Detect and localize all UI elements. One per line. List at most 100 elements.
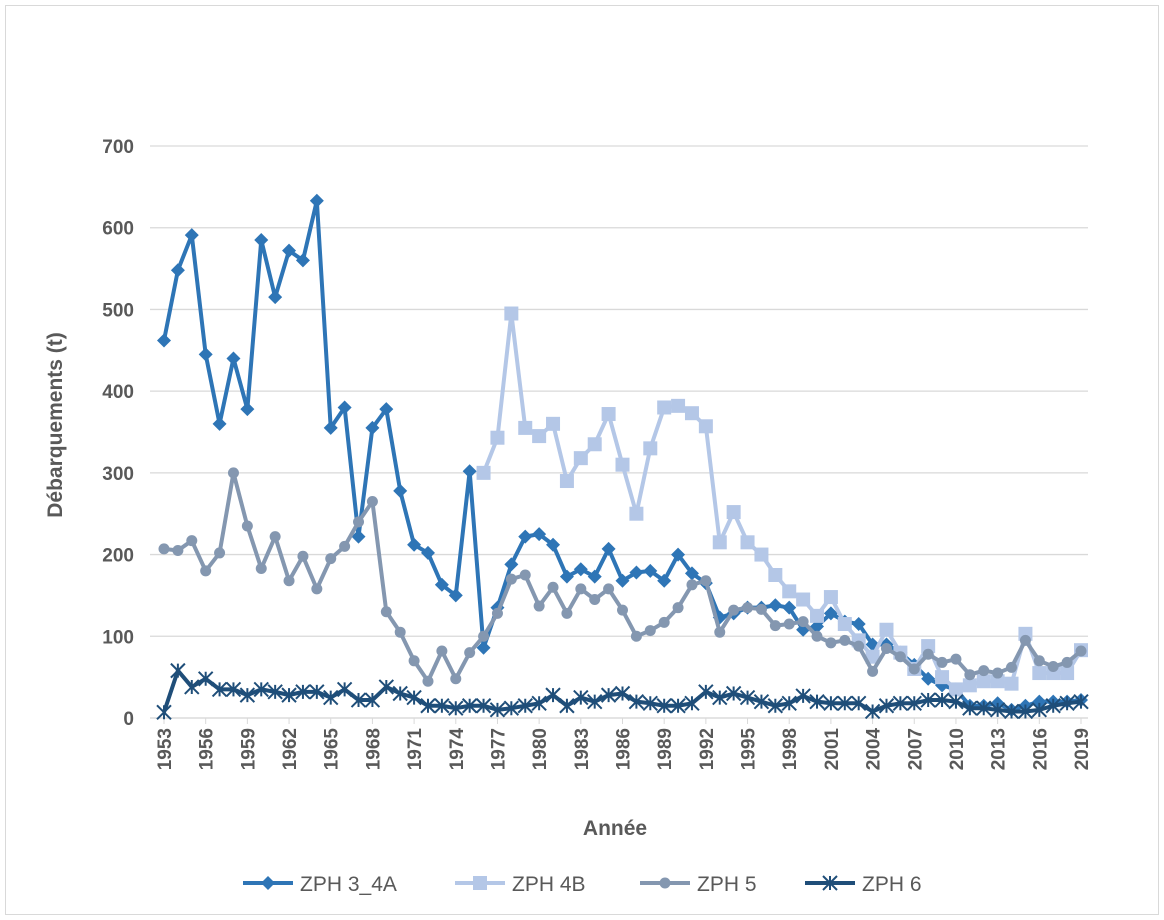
x-tick-label: 1992 xyxy=(697,728,718,770)
legend-label: ZPH 6 xyxy=(862,873,922,896)
marker xyxy=(1045,698,1061,714)
marker xyxy=(714,626,726,638)
marker xyxy=(559,474,574,489)
marker xyxy=(768,598,783,613)
marker xyxy=(629,506,644,521)
marker xyxy=(628,693,645,710)
marker xyxy=(657,573,672,588)
marker xyxy=(587,569,602,584)
marker xyxy=(976,700,992,716)
marker xyxy=(408,655,420,667)
y-tick-label: 400 xyxy=(102,382,134,403)
marker xyxy=(658,616,670,628)
marker xyxy=(879,622,894,637)
marker xyxy=(614,685,631,702)
marker xyxy=(198,347,213,362)
marker xyxy=(853,640,865,652)
marker xyxy=(214,547,226,559)
marker xyxy=(837,617,852,632)
marker xyxy=(740,535,755,550)
marker xyxy=(742,602,754,614)
x-tick-label: 1977 xyxy=(488,728,509,770)
marker xyxy=(325,553,337,565)
x-tick-label: 1995 xyxy=(739,728,760,771)
marker xyxy=(475,698,492,714)
marker xyxy=(533,600,545,612)
marker xyxy=(253,681,269,698)
marker xyxy=(545,687,561,703)
y-tick-label: 100 xyxy=(102,627,134,648)
marker xyxy=(657,400,672,415)
y-tick-label: 300 xyxy=(102,464,134,485)
marker xyxy=(630,630,642,642)
marker xyxy=(464,647,476,659)
marker xyxy=(156,704,172,720)
marker xyxy=(726,505,741,520)
marker xyxy=(600,687,617,703)
marker xyxy=(894,651,906,663)
marker xyxy=(684,695,700,711)
y-tick-label: 600 xyxy=(102,219,134,240)
marker xyxy=(992,667,1004,679)
marker xyxy=(823,606,838,621)
marker xyxy=(559,569,574,584)
x-tick-label: 1986 xyxy=(614,728,635,770)
marker xyxy=(906,695,922,711)
y-axis-title: Débarquements (t) xyxy=(44,332,67,518)
marker xyxy=(908,663,920,675)
marker xyxy=(365,420,380,435)
legend-label: ZPH 5 xyxy=(697,873,757,896)
x-tick-label: 1971 xyxy=(405,728,426,771)
marker xyxy=(261,876,275,890)
marker xyxy=(948,682,963,697)
marker xyxy=(490,430,505,445)
marker xyxy=(226,351,241,366)
marker xyxy=(629,565,644,580)
marker xyxy=(561,607,573,619)
marker xyxy=(546,537,561,552)
marker xyxy=(573,689,589,706)
marker xyxy=(392,685,408,702)
marker xyxy=(739,689,756,706)
marker xyxy=(227,467,239,479)
marker xyxy=(976,674,991,689)
marker xyxy=(353,516,365,528)
marker xyxy=(336,681,353,698)
marker xyxy=(309,193,324,208)
marker xyxy=(978,665,990,677)
marker xyxy=(1033,655,1045,667)
marker xyxy=(254,232,269,247)
marker xyxy=(603,583,615,595)
marker xyxy=(962,678,977,693)
legend-item: ZPH 4B xyxy=(455,873,586,896)
marker xyxy=(1047,661,1059,673)
marker xyxy=(491,607,503,619)
marker xyxy=(461,698,478,714)
marker xyxy=(671,398,686,413)
marker xyxy=(698,419,713,434)
x-tick-label: 1962 xyxy=(280,728,301,770)
x-tick-label: 1983 xyxy=(572,728,593,770)
marker xyxy=(1060,666,1075,681)
y-tick-label: 500 xyxy=(102,300,134,321)
x-tick-label: 1998 xyxy=(780,728,801,770)
marker xyxy=(532,527,547,542)
marker xyxy=(380,606,392,618)
marker xyxy=(351,529,366,544)
marker xyxy=(476,465,491,480)
marker xyxy=(406,689,422,706)
marker xyxy=(211,681,228,698)
marker xyxy=(767,698,784,714)
marker xyxy=(311,583,323,595)
legend-item: ZPH 3_4A xyxy=(243,873,397,896)
marker xyxy=(476,640,491,655)
marker xyxy=(1059,695,1075,711)
marker xyxy=(1075,645,1087,657)
legend-item: ZPH 6 xyxy=(805,873,922,896)
marker xyxy=(712,535,727,550)
marker xyxy=(504,306,519,321)
marker xyxy=(851,617,866,632)
marker xyxy=(753,693,770,710)
